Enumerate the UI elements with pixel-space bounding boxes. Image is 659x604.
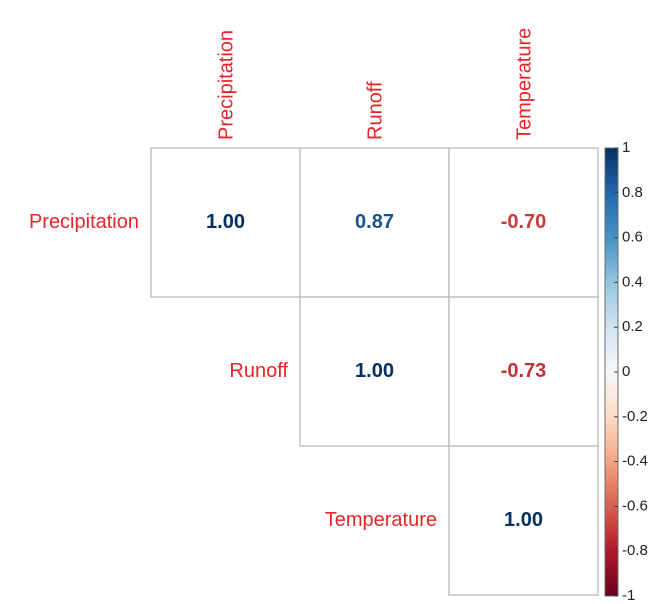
row-label-temperature: Temperature [325,509,437,531]
colorbar-tick-label: 0.4 [622,273,643,290]
column-label-temperature: Temperature [514,28,536,140]
cell-runoff-runoff [299,296,450,447]
colorbar-tick-label: -0.2 [622,408,648,425]
colorbar-ticks: 1 0.8 0.6 0.4 0.2 0 -0.2 -0.4 -0.6 -0.8 -1 [614,139,648,604]
colorbar-tick-label: 0.8 [622,184,643,201]
cell-precipitation-runoff [299,147,450,298]
row-label-runoff: Runoff [229,360,288,382]
cell-value-temperature-temperature: 1.00 [504,509,543,531]
cell-precipitation-precipitation [150,147,301,298]
column-label-runoff: Runoff [365,81,387,140]
colorbar-tick-label: -0.6 [622,497,648,514]
correlation-cells: 1.00 0.87 -0.70 1.00 -0.73 1.00 [150,147,599,596]
colorbar-tick-label: 1 [622,139,630,156]
column-label-precipitation: Precipitation [216,30,238,140]
column-labels: Precipitation Runoff Temperature [216,28,536,140]
row-labels: Precipitation Runoff Temperature [29,211,437,531]
cell-value-precipitation-precipitation: 1.00 [206,211,245,233]
cell-runoff-temperature [448,296,599,447]
colorbar-tick-label: -0.8 [622,542,648,559]
cell-value-precipitation-runoff: 0.87 [355,211,394,233]
colorbar-tick-label: 0 [622,363,630,380]
cell-precipitation-temperature [448,147,599,298]
cell-value-runoff-runoff: 1.00 [355,360,394,382]
cell-temperature-temperature [448,445,599,596]
colorbar-tick-label: -0.4 [622,453,648,470]
cell-value-precipitation-temperature: -0.70 [501,211,547,233]
colorbar-tick-label: 0.2 [622,318,643,335]
colorbar: 1 0.8 0.6 0.4 0.2 0 -0.2 -0.4 -0.6 -0.8 -1 [604,139,648,604]
row-label-precipitation: Precipitation [29,211,139,233]
colorbar-tick-label: -1 [622,587,635,604]
cell-value-runoff-temperature: -0.73 [501,360,547,382]
colorbar-tick-label: 0.6 [622,229,643,246]
